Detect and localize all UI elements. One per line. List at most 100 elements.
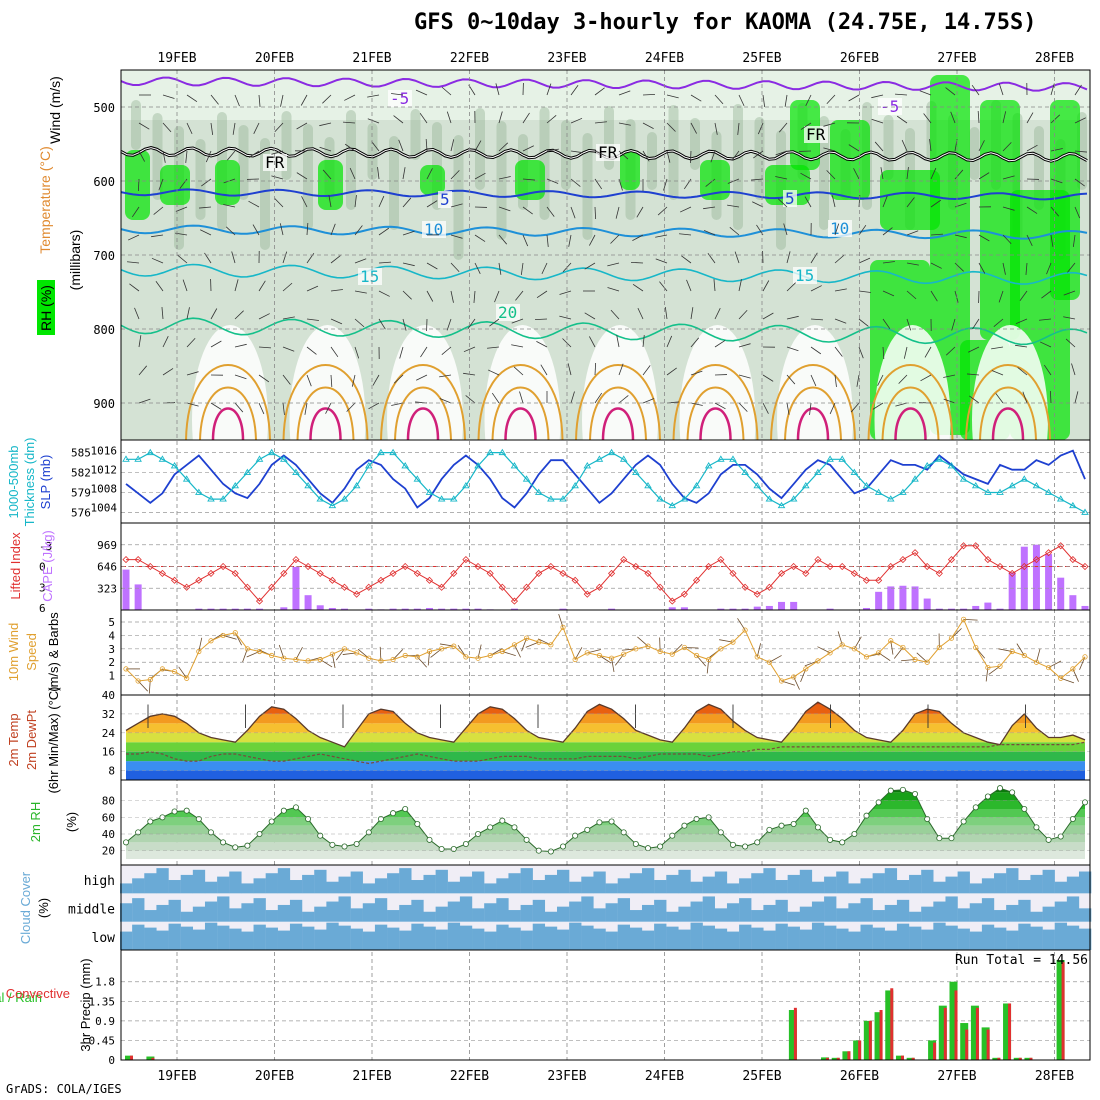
contour-25	[770, 364, 856, 441]
ylabel-cape: CAPE (J/kg)	[40, 530, 55, 602]
precip-conv-bar	[986, 1029, 990, 1060]
cloud-bar	[265, 927, 278, 950]
rh2m-point	[438, 846, 445, 853]
wind-barb	[1039, 318, 1052, 321]
wind-point	[863, 654, 870, 660]
cloud-bar	[836, 908, 849, 922]
li-point	[935, 569, 943, 577]
wind-barb	[954, 290, 959, 303]
li-point	[1045, 549, 1053, 557]
cloud-bar	[447, 881, 461, 894]
wind-barb	[681, 255, 692, 264]
rh2m-point	[377, 816, 384, 823]
wind-barb	[546, 178, 559, 184]
contour-label: 5	[785, 189, 795, 208]
wind-barb	[786, 251, 791, 264]
wind-barb	[354, 290, 367, 294]
wind-barb	[330, 289, 343, 292]
cloud-bar	[654, 923, 667, 950]
wind-point	[281, 655, 287, 661]
contour-label: 15	[360, 267, 379, 286]
wind-barb	[234, 94, 240, 107]
wind-barb	[834, 254, 845, 264]
cloud-bar	[277, 904, 291, 922]
rh-patch	[883, 115, 894, 180]
wind-barb	[895, 402, 908, 407]
dry-pocket	[582, 325, 658, 515]
thickness-point	[474, 462, 482, 469]
rh2m-point	[729, 841, 736, 848]
rh2m-point	[584, 826, 591, 833]
precip-conv-bar	[130, 1055, 133, 1060]
wind-barb	[906, 197, 915, 208]
wind-barb	[805, 94, 812, 106]
wind-barb	[1050, 234, 1054, 247]
wind-barb	[967, 373, 980, 376]
wind-barb	[546, 83, 552, 96]
rh2m-point	[523, 836, 530, 843]
wind-barb	[491, 392, 500, 404]
wind-barb	[998, 290, 1004, 303]
wind-barb	[834, 346, 843, 357]
wind-barb	[882, 346, 885, 359]
wind-point	[232, 630, 238, 636]
wind-barb	[731, 150, 740, 161]
rh2m-point	[997, 785, 1004, 792]
wind-barb	[234, 402, 244, 413]
thickness-tick: 582	[71, 467, 91, 480]
wind-barb	[834, 374, 837, 387]
wind-barb	[903, 346, 908, 359]
wind-barb	[282, 251, 288, 264]
wind-point	[366, 655, 372, 661]
rh-patch	[647, 132, 657, 190]
thickness-point	[984, 488, 992, 495]
thickness-point	[814, 468, 822, 475]
precip-tick: 0	[108, 1054, 115, 1067]
wind-barb	[978, 172, 990, 180]
cloud-bar	[374, 878, 388, 894]
wind-barb	[738, 309, 748, 320]
li-point	[304, 562, 312, 571]
wind-barb	[494, 290, 500, 303]
cloud-bar	[508, 927, 521, 950]
wind-barb	[1074, 84, 1082, 96]
wind-barb	[610, 234, 620, 244]
wind-barb	[610, 309, 620, 320]
cloud-bar	[569, 922, 582, 950]
cloud-bar	[557, 929, 570, 950]
li-point	[1020, 562, 1028, 571]
rh2m-point	[754, 839, 761, 846]
cloud-bar	[1042, 869, 1055, 894]
wind-barb	[155, 281, 164, 292]
li-point	[510, 597, 519, 605]
wind-barb	[131, 206, 140, 218]
wind-barb	[616, 335, 620, 348]
cape-bar	[122, 569, 130, 610]
thickness-point	[486, 448, 494, 456]
wind-barb	[882, 227, 893, 236]
wind-barb	[978, 262, 986, 274]
cloud-bar	[751, 873, 764, 894]
rh-high-patch	[125, 150, 150, 220]
cloud-bar	[472, 871, 485, 894]
precip-conv-bar	[879, 1010, 883, 1060]
precip-tick: 1.8	[95, 976, 115, 989]
wind-point	[184, 675, 190, 681]
wind-barb	[446, 111, 452, 124]
cloud-bar	[241, 883, 254, 894]
li-point	[1069, 556, 1077, 564]
wind-barb	[346, 402, 356, 412]
li-point	[644, 569, 652, 577]
wind-barb	[474, 172, 486, 180]
cape-bar	[462, 608, 470, 610]
wind-barb	[1026, 144, 1038, 152]
rh2m-point	[1082, 799, 1089, 806]
wind-barb	[474, 234, 486, 242]
wind-point	[584, 650, 590, 656]
wind-barb	[906, 262, 919, 266]
thickness-point	[668, 501, 677, 509]
thickness-point	[401, 462, 409, 469]
wind-barb	[690, 370, 703, 376]
cloud-bar	[799, 869, 813, 894]
wind-barb	[541, 262, 548, 275]
